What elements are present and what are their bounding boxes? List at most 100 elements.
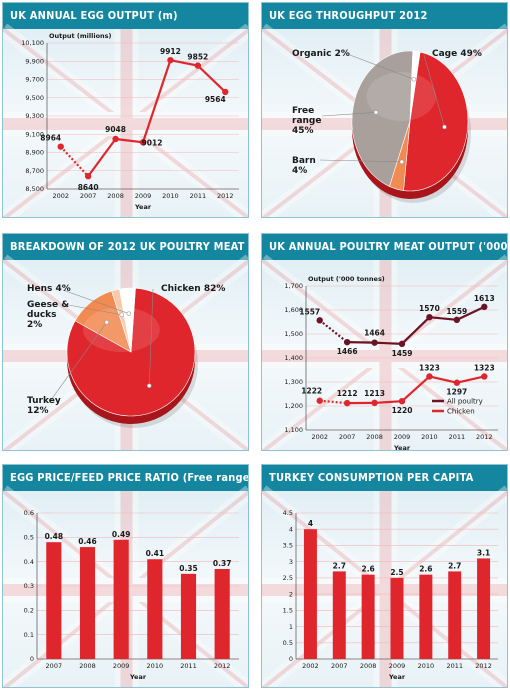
x-tick-label: 2010 xyxy=(418,662,435,670)
legend-label: All poultry xyxy=(447,398,483,406)
chicken-line-point xyxy=(481,373,488,380)
all-poultry-line-point xyxy=(316,317,323,324)
flag-diagonal-red xyxy=(262,490,507,687)
egg-output-line-point xyxy=(194,62,202,69)
turkey-consumption-bar xyxy=(303,529,317,659)
poultry-breakdown-pie-slice xyxy=(119,287,136,353)
x-axis-title: Year xyxy=(393,444,411,451)
x-tick-label: 2012 xyxy=(476,433,493,441)
x-tick-label: 2010 xyxy=(162,192,179,200)
price-ratio-bar xyxy=(147,559,163,659)
x-tick-label: 2002 xyxy=(311,433,328,441)
all-poultry-line-data-label: 1557 xyxy=(299,307,320,316)
price-ratio-bar xyxy=(214,568,230,659)
chicken-line-data-label: 1323 xyxy=(474,363,495,372)
x-tick-label: 2009 xyxy=(113,662,130,670)
all-poultry-line-segment xyxy=(319,319,348,344)
leader-dot xyxy=(442,124,447,130)
leader-line xyxy=(423,54,445,128)
egg-output-line-segment xyxy=(115,137,144,144)
chicken-line-point xyxy=(316,397,323,404)
flag-cross-red xyxy=(262,350,507,362)
all-poultry-line-point xyxy=(371,339,378,346)
pie-label: Organic 2% xyxy=(292,49,350,59)
x-tick-label: 2011 xyxy=(180,662,197,670)
egg-output-line-segment xyxy=(141,59,172,143)
chicken-line-point xyxy=(398,398,406,405)
leader-dot xyxy=(104,319,109,325)
flag-backdrop xyxy=(3,23,248,217)
pie-label: 45% xyxy=(292,126,314,136)
chicken-line-segment xyxy=(456,375,485,384)
leader-line xyxy=(148,288,154,386)
x-axis-title: Year xyxy=(388,673,406,681)
price-ratio-bar xyxy=(180,573,197,659)
egg-output-line-point xyxy=(84,173,92,180)
egg-output-line-segment xyxy=(170,59,199,67)
egg-output-data-label: 9852 xyxy=(187,53,208,62)
pie-label: Barn xyxy=(292,156,316,166)
x-tick-label: 2007 xyxy=(46,662,63,670)
chicken-line-point xyxy=(343,399,351,407)
leader-line xyxy=(321,112,376,117)
price-ratio-bar xyxy=(113,539,129,659)
y-tick-label: 1,500 xyxy=(284,330,303,338)
turkey-consumption-bar xyxy=(390,577,404,659)
all-poultry-line-data-label: 1466 xyxy=(337,347,358,356)
flag-cross-red xyxy=(3,118,248,130)
all-poultry-line-data-label: 1459 xyxy=(392,349,413,358)
flag-diagonal xyxy=(262,254,507,450)
egg-output-line-point xyxy=(167,56,174,64)
price-ratio-chart: 0 0.1 0.2 0.3 0.4 0.5 0.6 0.48 2007 0.46 2008 0.49 2… xyxy=(3,485,248,687)
egg-throughput-pie-highlight xyxy=(366,72,437,121)
y-tick-label: 1.5 xyxy=(283,607,293,615)
x-tick-label: 2008 xyxy=(79,662,96,670)
all-poultry-line-point xyxy=(426,314,433,321)
all-poultry-line-point xyxy=(453,316,461,324)
egg-output-line-point xyxy=(222,88,229,96)
x-tick-label: 2009 xyxy=(389,662,406,670)
leader-line xyxy=(62,289,129,314)
y-tick-label: 0.2 xyxy=(24,607,34,615)
egg-throughput-title: UK EGG THROUGHPUT 2012 xyxy=(262,3,507,29)
flag-diagonal-red xyxy=(3,28,248,217)
chicken-line-data-label: 1297 xyxy=(446,388,467,397)
chicken-line-point xyxy=(453,379,461,386)
flag-backdrop xyxy=(262,254,507,450)
price-ratio-title: EGG PRICE/FEED PRICE RATIO (Free range) xyxy=(3,465,248,491)
egg-output-line-point xyxy=(57,143,64,150)
y-tick-label: 4.5 xyxy=(283,509,293,517)
y-tick-label: 0.6 xyxy=(24,509,34,517)
x-tick-label: 2010 xyxy=(421,433,438,441)
flag-cross xyxy=(262,344,507,368)
x-tick-label: 2008 xyxy=(366,433,383,441)
price-ratio-panel: EGG PRICE/FEED PRICE RATIO (Free range) … xyxy=(2,464,249,688)
x-tick-label: 2007 xyxy=(80,192,97,200)
all-poultry-line-segment xyxy=(456,305,485,321)
turkey-consumption-data-label: 4 xyxy=(308,519,313,528)
x-tick-label: 2002 xyxy=(302,662,319,670)
price-ratio-bar xyxy=(46,542,62,659)
x-tick-label: 2012 xyxy=(475,662,492,670)
leader-line xyxy=(62,303,122,316)
flag-diagonal-red xyxy=(262,259,507,450)
leader-dot xyxy=(399,159,405,165)
pie-label: Geese & xyxy=(27,300,69,310)
flag-diagonal-red xyxy=(262,489,507,687)
price-ratio-data-label: 0.41 xyxy=(146,549,165,558)
egg-throughput-pie-slice xyxy=(403,51,469,192)
y-tick-label: 1 xyxy=(289,623,293,631)
flag-cross-red xyxy=(262,584,507,596)
flag-diagonal xyxy=(262,485,507,687)
egg-throughput-pie-slice xyxy=(351,50,414,187)
y-tick-label: 4 xyxy=(289,525,293,533)
pie-label: Hens 4% xyxy=(27,284,71,294)
y-tick-label: 1,200 xyxy=(284,402,303,410)
y-tick-label: 9,300 xyxy=(25,112,44,120)
all-poultry-line-point xyxy=(343,338,351,346)
turkey-consumption-data-label: 2.7 xyxy=(448,561,461,570)
chicken-line-point xyxy=(426,373,433,380)
y-tick-label: 9,500 xyxy=(25,94,44,102)
y-tick-label: 3.5 xyxy=(283,542,293,550)
